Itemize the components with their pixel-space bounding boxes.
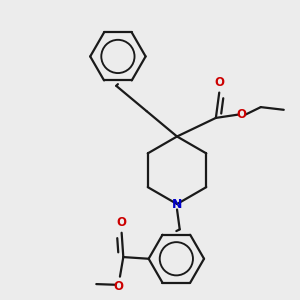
Text: N: N bbox=[172, 197, 182, 211]
Text: O: O bbox=[236, 108, 246, 121]
Text: O: O bbox=[113, 280, 123, 293]
Text: O: O bbox=[117, 216, 127, 229]
Text: O: O bbox=[214, 76, 224, 88]
